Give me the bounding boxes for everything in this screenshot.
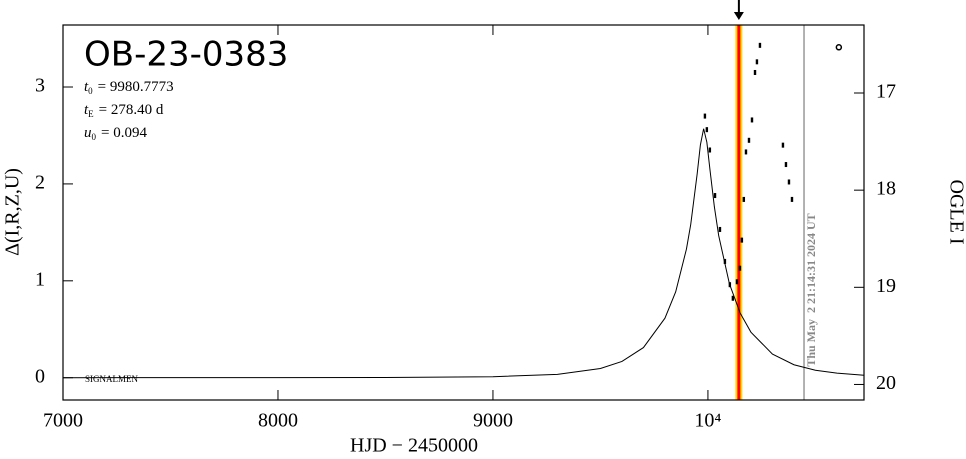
data-point <box>718 226 722 232</box>
y2-tick-label: 17 <box>876 81 896 103</box>
parameter-subscript: 0 <box>88 86 93 96</box>
y-axis-label: Δ(I,R,Z,U) <box>2 168 24 256</box>
data-point <box>723 258 727 264</box>
parameter-value: = 278.40 d <box>99 102 164 118</box>
parameter-value: = 0.094 <box>101 125 147 141</box>
y2-tick-label: 19 <box>876 275 896 297</box>
x-tick-label: 8000 <box>258 410 298 432</box>
parameter-subscript: E <box>88 109 94 119</box>
plot-frame <box>62 24 865 401</box>
y-tick-label: 1 <box>35 268 45 290</box>
data-point <box>790 196 794 202</box>
y2-tick-label: 20 <box>876 372 896 394</box>
data-point <box>753 69 757 75</box>
data-point <box>742 196 746 202</box>
timestamp: Thu May 2 21:14:31 2024 UT <box>804 213 818 366</box>
data-point <box>731 295 735 301</box>
data-point <box>747 137 751 143</box>
data-point <box>750 117 754 123</box>
parameter-symbol: u <box>84 125 92 141</box>
y2-axis-label: OGLE I <box>945 180 966 245</box>
chart-title: OB-23-0383 <box>84 35 288 75</box>
data-point <box>713 193 717 199</box>
x-tick-label: 7000 <box>43 410 83 432</box>
model-curve <box>62 128 865 379</box>
x-axis-label: HJD − 2450000 <box>350 435 478 457</box>
parameter: u0 = 0.094 <box>84 125 147 142</box>
data-point <box>835 44 843 51</box>
data-point <box>703 113 707 119</box>
parameter-subscript: 0 <box>92 132 97 142</box>
parameter-value: = 9980.7773 <box>98 79 174 95</box>
data-point <box>740 237 744 243</box>
x-tick-label: 9000 <box>473 410 513 432</box>
x-tick-label: 10⁴ <box>694 410 721 432</box>
data-point <box>755 59 759 65</box>
y2-tick-label: 18 <box>876 178 896 200</box>
y-tick-label: 3 <box>35 75 45 97</box>
data-point <box>738 265 742 271</box>
parameter-symbol: t <box>84 79 89 95</box>
data-point <box>728 282 732 288</box>
data-point <box>784 162 788 168</box>
data-point <box>735 279 739 285</box>
y-tick-label: 0 <box>35 365 45 387</box>
parameter-symbol: t <box>84 102 89 118</box>
arrow-head <box>733 12 744 20</box>
data-point <box>781 142 785 148</box>
footnote: SIGNALMEN <box>85 374 138 384</box>
parameter: tE = 278.40 d <box>84 102 164 119</box>
data-point <box>787 179 791 185</box>
data-point <box>758 42 762 48</box>
y-tick-label: 2 <box>35 172 45 194</box>
data-point <box>744 149 748 155</box>
data-point <box>705 127 709 133</box>
data-point <box>708 147 712 153</box>
parameter: t0 = 9980.7773 <box>84 79 174 96</box>
